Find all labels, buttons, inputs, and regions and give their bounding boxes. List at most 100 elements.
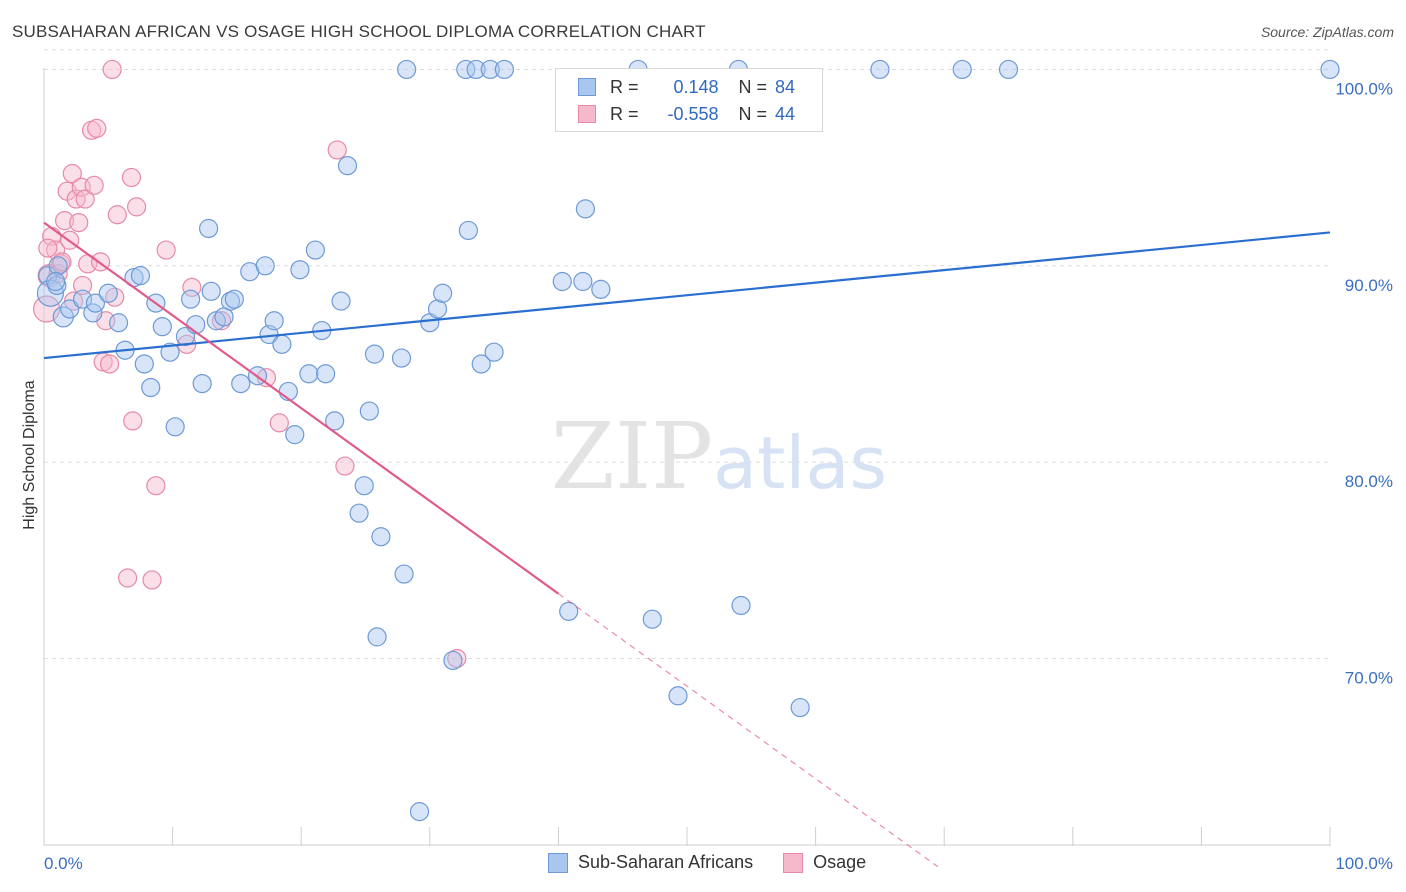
trend-line-subsaharan (43, 231, 1331, 360)
legend-item-subsaharan[interactable]: Sub-Saharan Africans (548, 852, 753, 873)
subsaharan-point (354, 476, 374, 496)
subsaharan-point (152, 317, 172, 337)
subsaharan-point (790, 697, 810, 718)
subsaharan-point (573, 271, 593, 292)
source-note: Source: ZipAtlas.com (1260, 24, 1394, 40)
y-axis-title: High School Diploma (21, 380, 38, 530)
subsaharan-point (192, 373, 212, 394)
subsaharan-point (231, 373, 251, 394)
osage-point (87, 118, 107, 138)
n-label: N = (738, 76, 768, 97)
subsaharan-point (134, 354, 154, 374)
legend-row-subsaharan: R = 0.148 N = 84 (578, 75, 795, 99)
osage-point (156, 240, 176, 260)
chart-title: SUBSAHARAN AFRICAN VS OSAGE HIGH SCHOOL … (12, 22, 706, 41)
osage-point (62, 163, 82, 184)
subsaharan-point (98, 283, 118, 303)
x-tick-label: 100.0% (1335, 854, 1393, 873)
subsaharan-point (85, 293, 106, 313)
y-tick-label: 100.0% (1335, 79, 1393, 98)
grid-lines (44, 49, 1330, 659)
n-value-subsaharan: 84 (775, 76, 796, 97)
subsaharan-point (642, 609, 662, 629)
subsaharan-point (331, 291, 351, 311)
subsaharan-point (952, 59, 972, 80)
subsaharan-point (391, 348, 412, 368)
subsaharan-point (141, 377, 161, 398)
subsaharan-point (466, 59, 486, 80)
subsaharan-point (60, 299, 80, 319)
trend-line-osage (43, 221, 560, 595)
trend-line-osage-extension (558, 593, 939, 868)
r-label: R = (610, 103, 639, 124)
subsaharan-point (316, 364, 336, 384)
subsaharan-point (1320, 59, 1340, 80)
subsaharan-point (397, 59, 417, 80)
subsaharan-point (290, 260, 310, 280)
osage-point (142, 570, 162, 590)
osage-point (38, 238, 58, 258)
subsaharan-point (998, 59, 1019, 80)
subsaharan-point (36, 279, 65, 307)
subsaharan-point (285, 425, 305, 445)
osage-point (102, 59, 122, 80)
legend-label-subsaharan: Sub-Saharan Africans (578, 852, 754, 872)
subsaharan-point (201, 281, 221, 301)
subsaharan-point (108, 313, 129, 333)
subsaharan-point (45, 271, 66, 292)
series-legend: Sub-Saharan Africans Osage (548, 852, 896, 873)
osage-point (75, 189, 95, 209)
osage-point (117, 568, 138, 588)
subsaharan-point (458, 220, 478, 241)
subsaharan-point (367, 627, 387, 647)
trend-lines (43, 221, 1331, 868)
subsaharan-point (199, 218, 219, 239)
subsaharan-point (72, 289, 93, 309)
osage-point (269, 413, 289, 433)
axes (43, 68, 1331, 846)
subsaharan-point (160, 342, 180, 362)
legend-swatch-blue (578, 78, 596, 96)
osage-point (54, 211, 75, 231)
subsaharan-point (480, 59, 500, 80)
subsaharan-point (255, 256, 275, 276)
subsaharan-point (484, 342, 504, 362)
subsaharan-point (48, 256, 68, 276)
r-value-subsaharan: 0.148 (673, 76, 719, 97)
osage-point (327, 140, 347, 160)
subsaharan-point (870, 59, 890, 80)
subsaharan-points (36, 59, 1340, 822)
subsaharan-point (325, 411, 345, 431)
stats-legend: R = 0.148 N = 84 R = -0.558 N = 44 (555, 68, 823, 132)
osage-point (72, 275, 93, 296)
y-tick-label: 70.0% (1345, 668, 1393, 687)
subsaharan-point (409, 802, 430, 822)
subsaharan-point (456, 59, 476, 80)
osage-point (335, 456, 355, 476)
subsaharan-point (559, 601, 579, 621)
subsaharan-point (394, 564, 414, 584)
legend-label-osage: Osage (813, 852, 867, 872)
legend-swatch-blue (548, 852, 568, 873)
subsaharan-point (494, 59, 514, 80)
subsaharan-point (731, 595, 751, 616)
legend-swatch-pink (783, 852, 804, 873)
axis-labels: 70.0% 80.0% 90.0% 100.0% 0.0% 100.0% High Scho… (21, 79, 1393, 873)
osage-point (126, 197, 147, 217)
watermark-zip: ZIP (551, 403, 713, 510)
n-label: N = (738, 103, 768, 124)
legend-item-osage[interactable]: Osage (783, 852, 866, 873)
subsaharan-point (337, 156, 358, 176)
r-value-osage: -0.558 (667, 103, 719, 124)
subsaharan-point (471, 354, 491, 374)
osage-point (69, 212, 89, 233)
y-tick-label: 80.0% (1345, 472, 1393, 491)
n-value-osage: 44 (775, 103, 796, 124)
osage-point (123, 411, 143, 431)
subsaharan-point (272, 334, 292, 354)
subsaharan-point (165, 417, 185, 437)
legend-swatch-pink (578, 105, 596, 123)
osage-point (107, 205, 127, 225)
subsaharan-point (224, 289, 244, 309)
